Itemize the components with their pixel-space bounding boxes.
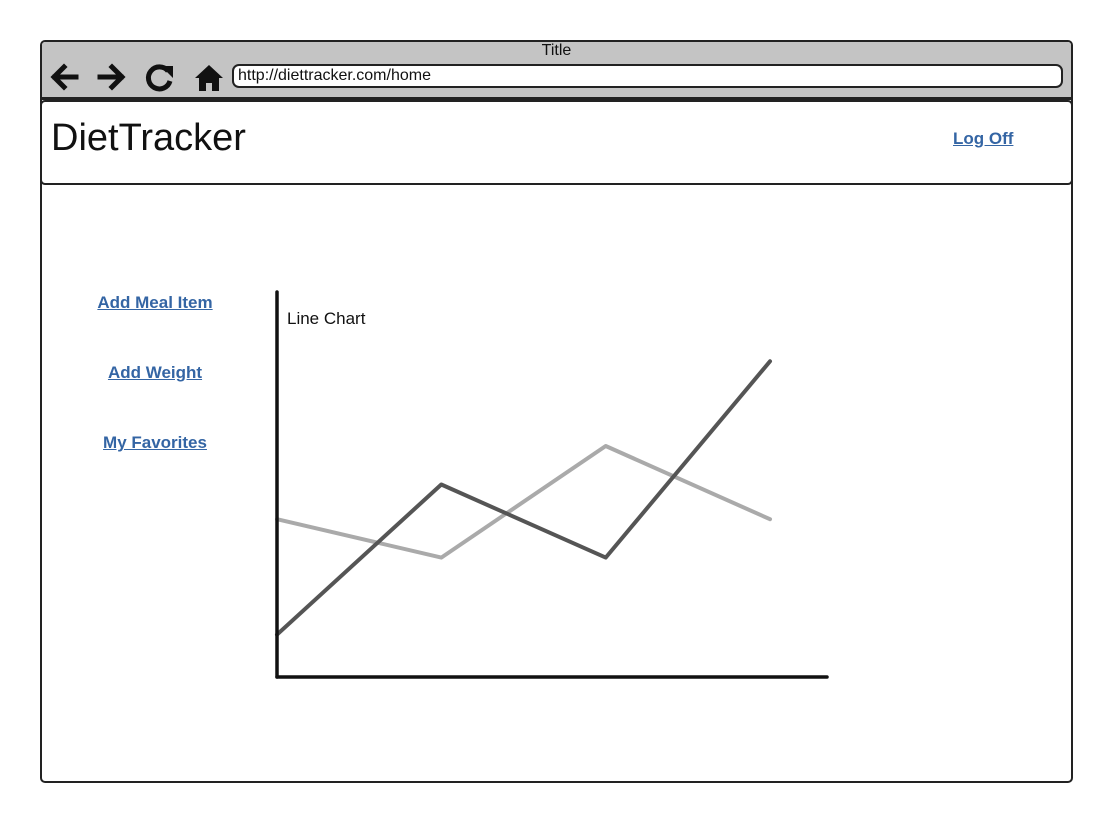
browser-chrome: Title [42, 42, 1071, 100]
forward-arrow-icon[interactable] [96, 60, 130, 94]
window-title: Title [541, 42, 572, 59]
home-icon[interactable] [192, 60, 226, 94]
add-meal-item-link[interactable]: Add Meal Item [97, 293, 213, 312]
log-off-link[interactable]: Log Off [953, 129, 1014, 148]
line-chart: Line Chart [275, 290, 829, 679]
my-favorites-link[interactable]: My Favorites [103, 433, 207, 452]
chart-title: Line Chart [287, 309, 366, 328]
reload-icon[interactable] [143, 60, 177, 94]
series-line-1 [275, 359, 772, 637]
browser-window: Title DietTracker Log Off Add M [40, 40, 1073, 783]
back-arrow-icon[interactable] [46, 60, 80, 94]
url-input[interactable] [232, 64, 1063, 88]
series-line-2 [275, 444, 772, 560]
brand-title: DietTracker [51, 117, 246, 159]
app-header: DietTracker Log Off [42, 100, 1071, 185]
add-weight-link[interactable]: Add Weight [107, 363, 203, 382]
